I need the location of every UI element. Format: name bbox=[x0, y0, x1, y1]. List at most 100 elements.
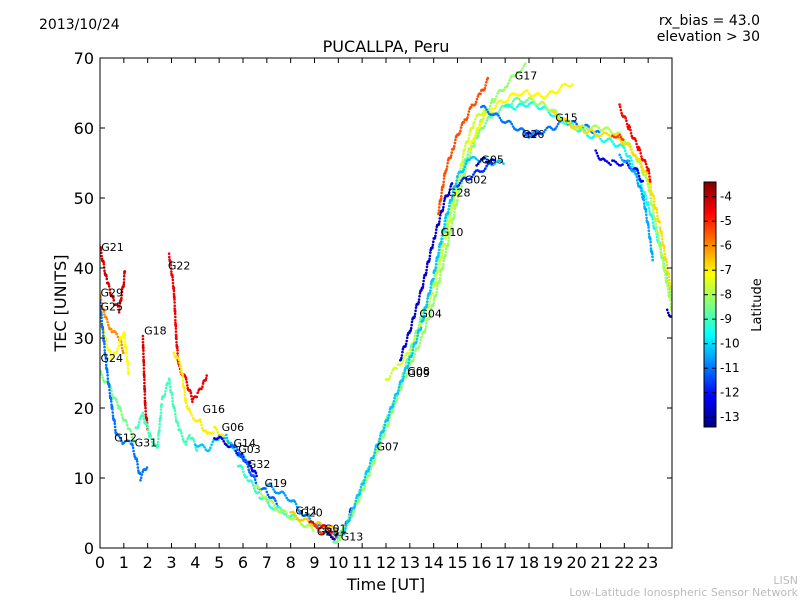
x-tick-label: 14 bbox=[423, 553, 443, 572]
data-point bbox=[439, 270, 443, 274]
data-point bbox=[640, 155, 643, 158]
data-point bbox=[255, 474, 258, 478]
data-point bbox=[629, 148, 633, 151]
data-point bbox=[127, 439, 131, 443]
data-point bbox=[177, 424, 180, 428]
data-point bbox=[669, 302, 672, 306]
data-point bbox=[649, 183, 652, 186]
data-point bbox=[173, 310, 177, 314]
data-point bbox=[439, 273, 442, 277]
data-point bbox=[452, 216, 456, 219]
data-point bbox=[333, 537, 336, 541]
data-point bbox=[661, 256, 664, 259]
data-point bbox=[523, 131, 527, 134]
data-point bbox=[639, 152, 642, 155]
data-point bbox=[447, 204, 451, 208]
data-point bbox=[454, 182, 458, 185]
data-point bbox=[668, 278, 671, 282]
data-point bbox=[453, 141, 457, 145]
data-point bbox=[158, 428, 161, 432]
data-point bbox=[644, 162, 648, 166]
data-point bbox=[437, 251, 440, 255]
data-point bbox=[192, 416, 195, 420]
data-point bbox=[148, 432, 152, 435]
data-point bbox=[111, 414, 115, 418]
data-point bbox=[619, 156, 623, 159]
data-point bbox=[443, 242, 447, 246]
data-point bbox=[438, 245, 441, 249]
data-point bbox=[659, 250, 662, 254]
data-point bbox=[668, 281, 671, 285]
data-point bbox=[192, 437, 195, 441]
data-point bbox=[428, 316, 431, 319]
data-point bbox=[611, 134, 614, 138]
data-point bbox=[449, 214, 453, 218]
data-point bbox=[660, 234, 664, 238]
data-point bbox=[478, 125, 482, 128]
data-point bbox=[150, 437, 153, 441]
data-point bbox=[660, 237, 664, 241]
data-point bbox=[667, 273, 671, 276]
data-point bbox=[109, 327, 113, 331]
data-point bbox=[462, 168, 466, 171]
data-point bbox=[544, 105, 548, 109]
data-point bbox=[311, 520, 315, 524]
data-point bbox=[625, 119, 628, 123]
data-point bbox=[174, 327, 178, 330]
data-point bbox=[526, 89, 529, 92]
data-point bbox=[110, 405, 114, 409]
data-point bbox=[146, 425, 149, 429]
data-point bbox=[460, 179, 463, 182]
data-point bbox=[449, 211, 453, 214]
data-point bbox=[594, 149, 597, 152]
data-point bbox=[117, 311, 121, 314]
data-point bbox=[103, 345, 106, 349]
data-point bbox=[508, 79, 511, 82]
data-point bbox=[427, 303, 431, 307]
data-point bbox=[507, 82, 510, 85]
data-point bbox=[656, 217, 660, 220]
data-point bbox=[364, 472, 367, 476]
data-point bbox=[101, 328, 105, 331]
data-point bbox=[106, 380, 110, 383]
data-point bbox=[389, 375, 392, 378]
y-tick-label: 50 bbox=[74, 189, 94, 208]
data-point bbox=[476, 95, 480, 98]
data-point bbox=[472, 143, 476, 146]
series-G29 bbox=[100, 293, 125, 355]
data-point bbox=[522, 128, 525, 132]
data-point bbox=[373, 459, 377, 463]
satellite-label-G32: G32 bbox=[248, 458, 271, 471]
data-point bbox=[458, 181, 462, 185]
data-point bbox=[434, 268, 437, 272]
data-point bbox=[169, 263, 173, 267]
data-point bbox=[285, 496, 289, 500]
data-point bbox=[124, 348, 128, 352]
data-point bbox=[481, 119, 484, 123]
data-point bbox=[169, 261, 172, 265]
series-track-31 bbox=[527, 96, 672, 312]
data-point bbox=[315, 525, 319, 529]
data-point bbox=[126, 370, 130, 373]
data-point bbox=[358, 491, 362, 495]
data-point bbox=[429, 282, 433, 286]
data-point bbox=[623, 149, 627, 152]
data-point bbox=[157, 437, 160, 441]
data-point bbox=[657, 237, 660, 240]
data-point bbox=[652, 211, 655, 215]
data-point bbox=[293, 500, 297, 504]
data-point bbox=[644, 194, 647, 198]
data-point bbox=[439, 197, 443, 201]
satellite-label-G08: G08 bbox=[407, 365, 430, 378]
data-point bbox=[614, 160, 618, 164]
data-point bbox=[498, 108, 502, 112]
data-point bbox=[447, 191, 451, 194]
data-point bbox=[266, 493, 270, 497]
data-point bbox=[311, 529, 315, 532]
rx-bias-label: rx_bias = 43.0 bbox=[658, 13, 760, 29]
data-point bbox=[444, 250, 448, 254]
data-point bbox=[459, 126, 463, 129]
data-point bbox=[180, 435, 184, 438]
data-point bbox=[140, 473, 144, 476]
data-point bbox=[295, 505, 299, 509]
